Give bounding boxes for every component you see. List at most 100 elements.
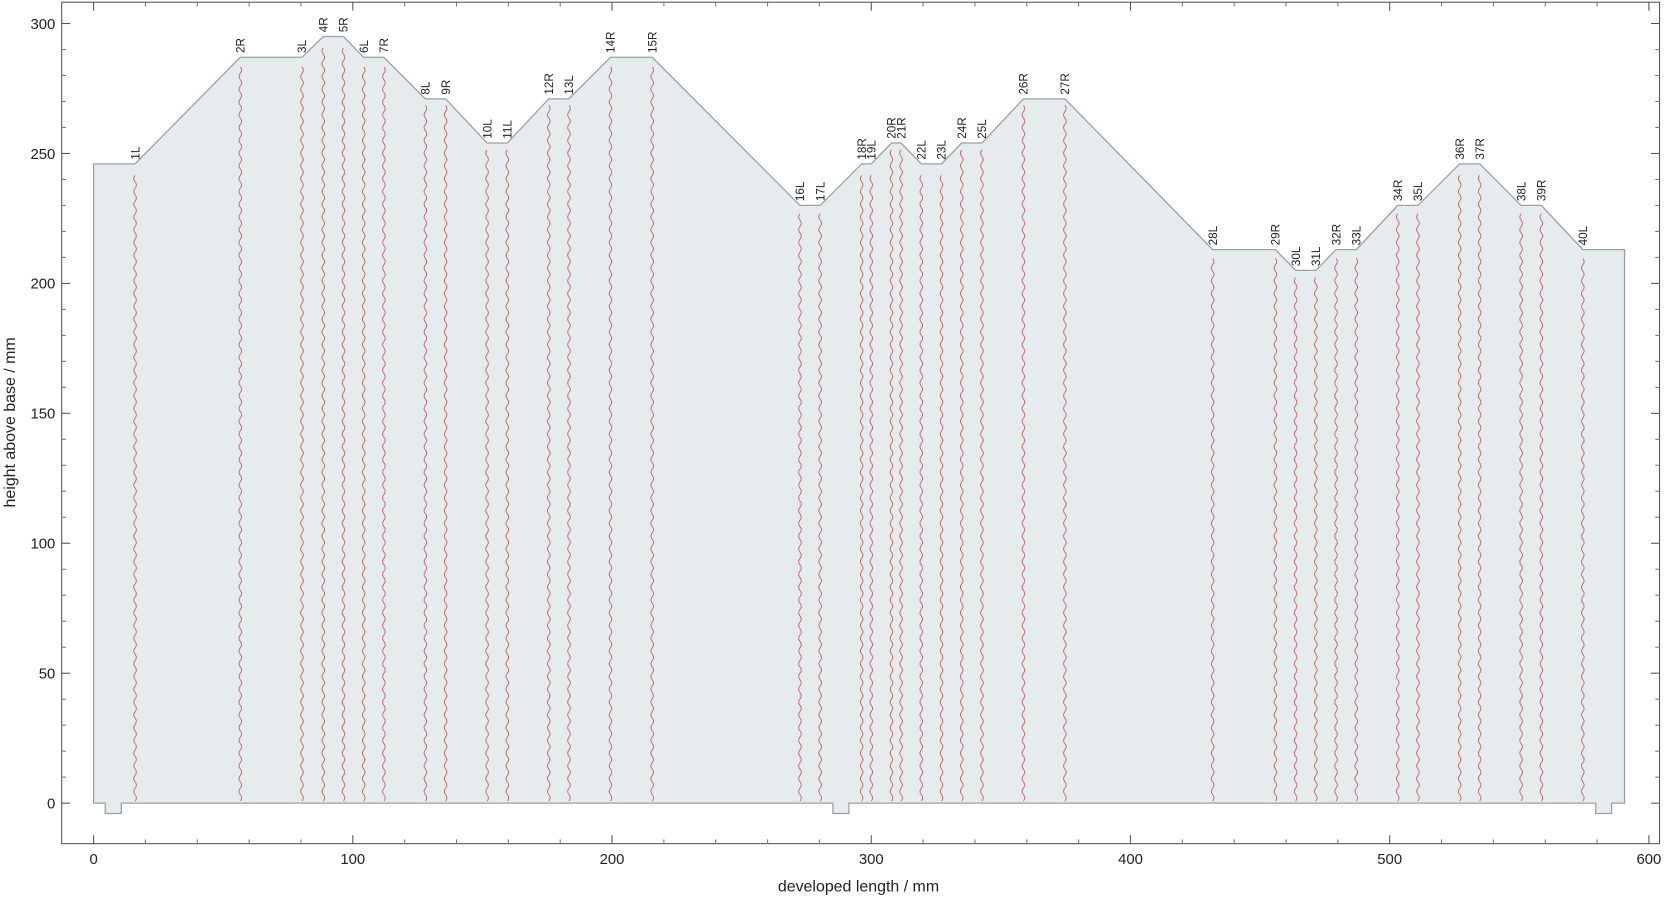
- fold-line: [505, 149, 510, 802]
- fold-line: [1063, 104, 1067, 802]
- fold-line: [1519, 213, 1523, 802]
- outline: [92, 35, 1626, 815]
- fold-label: 24R: [956, 117, 969, 138]
- fold-label: 2R: [235, 38, 248, 53]
- fold-line: [1416, 213, 1420, 802]
- fold-line: [939, 175, 944, 802]
- fold-label: 16L: [794, 181, 807, 201]
- fold-label: 14R: [605, 32, 618, 53]
- fold-line: [859, 175, 864, 802]
- fold-line: [423, 104, 428, 802]
- x-tick-label: 600: [1637, 852, 1662, 868]
- fold-line: [1581, 258, 1585, 802]
- fold-label: 29R: [1270, 224, 1283, 245]
- fold-line: [1210, 258, 1215, 802]
- fold-line: [300, 66, 304, 802]
- fold-label: 31L: [1310, 246, 1323, 266]
- fold-label: 1L: [129, 146, 142, 160]
- y-tick-label: 100: [30, 537, 55, 553]
- fold-label: 35L: [1412, 181, 1425, 201]
- fold-line: [238, 66, 243, 802]
- fold-label: 19L: [866, 140, 879, 160]
- fold-line: [443, 104, 448, 802]
- fold-line: [1273, 258, 1278, 802]
- fold-line: [608, 66, 613, 802]
- fold-label: 18R: [856, 138, 869, 159]
- fold-label: 5R: [338, 17, 351, 32]
- fold-line: [1314, 277, 1318, 802]
- fold-label: 3L: [296, 40, 309, 54]
- fold-line: [798, 213, 802, 802]
- fold-line: [1334, 258, 1338, 802]
- fold-label: 26R: [1018, 73, 1031, 94]
- fold-line: [1395, 213, 1400, 802]
- fold-line: [1539, 213, 1544, 802]
- fold-line: [133, 175, 137, 802]
- fold-label: 23L: [936, 140, 949, 160]
- fold-label: 25L: [976, 119, 989, 139]
- fold-label: 20R: [886, 117, 899, 138]
- x-tick-label: 100: [340, 852, 365, 868]
- fold-label: 38L: [1515, 181, 1528, 201]
- fold-line: [818, 213, 822, 802]
- y-tick-label: 300: [30, 17, 55, 33]
- fold-label: 40L: [1577, 225, 1590, 245]
- fold-label: 37R: [1474, 138, 1487, 159]
- fold-line: [1477, 175, 1482, 802]
- fold-line: [341, 47, 346, 802]
- fold-label: 11L: [502, 120, 515, 139]
- x-tick-label: 0: [89, 852, 97, 868]
- fold-line: [980, 149, 984, 802]
- fold-label: 7R: [378, 38, 391, 53]
- fold-label: 21R: [895, 117, 908, 138]
- fold-label: 6L: [358, 40, 371, 54]
- y-tick-label: 200: [30, 277, 55, 293]
- y-tick-label: 250: [30, 147, 55, 163]
- fold-label: 27R: [1059, 73, 1072, 94]
- fold-label: 12R: [543, 73, 556, 94]
- fold-line: [361, 66, 366, 802]
- x-tick-label: 200: [600, 852, 625, 868]
- fold-label: 4R: [318, 17, 331, 32]
- fold-line: [869, 175, 874, 802]
- fold-label: 9R: [440, 80, 453, 95]
- x-tick-label: 500: [1377, 852, 1402, 868]
- fold-line: [321, 47, 326, 802]
- fold-line: [899, 149, 903, 802]
- fold-label: 10L: [481, 119, 494, 139]
- fold-label: 30L: [1290, 246, 1303, 266]
- fold-label: 33L: [1351, 225, 1364, 245]
- fold-line: [485, 149, 489, 802]
- fold-line: [889, 149, 894, 802]
- fold-line: [1457, 175, 1462, 802]
- y-tick-label: 0: [47, 796, 55, 812]
- fold-label: 17L: [814, 181, 827, 201]
- fold-line: [546, 104, 551, 802]
- fold-line: [1354, 258, 1359, 802]
- fold-label: 28L: [1207, 225, 1220, 245]
- fold-label: 39R: [1536, 180, 1549, 201]
- fold-line: [650, 66, 655, 802]
- x-tick-label: 300: [859, 852, 884, 868]
- fold-label: 34R: [1392, 180, 1405, 201]
- fold-label: 32R: [1330, 224, 1343, 245]
- fold-label: 8L: [420, 81, 433, 95]
- y-axis-label: height above base / mm: [2, 337, 19, 507]
- fold-line: [567, 104, 571, 802]
- fold-label: 13L: [563, 75, 576, 95]
- fold-line: [382, 66, 386, 802]
- fold-line: [959, 149, 964, 802]
- fold-line: [1021, 104, 1026, 802]
- fold-label: 15R: [646, 32, 659, 53]
- plot-frame: [61, 1, 1661, 845]
- fold-line: [919, 175, 924, 802]
- y-tick-label: 50: [39, 667, 56, 683]
- x-axis-label: developed length / mm: [778, 879, 939, 896]
- fold-label: 22L: [916, 140, 929, 160]
- x-tick-label: 400: [1118, 852, 1143, 868]
- fold-line: [1293, 277, 1298, 802]
- y-tick-label: 150: [30, 407, 55, 423]
- fold-label: 36R: [1454, 138, 1467, 159]
